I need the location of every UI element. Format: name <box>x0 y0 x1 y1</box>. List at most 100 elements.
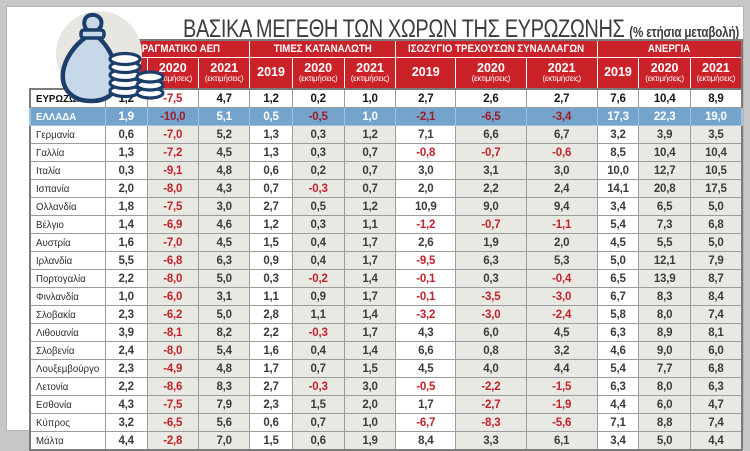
value-cell: 6,3 <box>197 251 251 270</box>
value-cell: -8,0 <box>146 341 199 360</box>
value-cell: 8,9 <box>638 323 691 342</box>
value-cell: 7,9 <box>689 251 743 270</box>
table-row: Λουξεμβούργο 2,3 -4,9 4,8 1,7 0,7 1,5 4,5 4,0 4,4… <box>28 359 743 378</box>
value-cell: 1,1 <box>249 287 293 306</box>
value-cell: 7,4 <box>689 413 743 432</box>
value-cell: 5,5 <box>104 251 148 270</box>
year-header-2019: 2019 <box>596 57 640 90</box>
value-cell: 12,1 <box>638 251 691 270</box>
table-row: Φινλανδία 1,0 -6,0 3,1 1,1 0,9 1,7 -0,1 -3,5 -3,0… <box>28 287 743 306</box>
value-cell: -2,8 <box>146 431 199 451</box>
value-cell: 1,4 <box>104 215 148 234</box>
value-cell: 8,4 <box>689 287 743 306</box>
value-cell: 1,9 <box>343 431 397 451</box>
value-cell: 1,3 <box>104 143 148 162</box>
value-cell: 1,5 <box>249 233 293 252</box>
value-cell: 0,3 <box>291 215 345 234</box>
value-cell: 20,8 <box>638 179 691 198</box>
value-cell: 4,7 <box>689 395 743 414</box>
value-cell: 2,0 <box>343 395 397 414</box>
value-cell: 5,5 <box>638 233 691 252</box>
value-cell: -6,9 <box>146 215 199 234</box>
value-cell: -9,5 <box>395 251 457 270</box>
year-header-2020: 2020 (εκτιμήσεις) <box>291 57 345 90</box>
value-cell: 1,7 <box>343 287 397 306</box>
value-cell: 0,6 <box>249 161 293 180</box>
value-cell: 10,4 <box>689 143 743 162</box>
country-name: Ιρλανδία <box>28 251 106 270</box>
value-cell: 8,0 <box>638 305 691 324</box>
value-cell: 1,5 <box>291 395 345 414</box>
value-cell: 3,3 <box>455 431 527 451</box>
value-cell: 3,9 <box>104 323 148 342</box>
year-header-2020: 2020 (εκτιμήσεις) <box>455 57 527 90</box>
value-cell: 1,7 <box>343 251 397 270</box>
value-cell: -1,9 <box>525 395 598 414</box>
value-cell: 10,9 <box>395 197 457 216</box>
value-cell: -0,3 <box>291 377 345 396</box>
value-cell: 4,6 <box>596 341 640 360</box>
value-cell: 6,7 <box>525 125 598 144</box>
value-cell: 0,7 <box>343 179 397 198</box>
value-cell: 6,6 <box>395 341 457 360</box>
value-cell: -0,4 <box>525 269 598 288</box>
value-cell: 0,9 <box>249 251 293 270</box>
value-cell: -0,8 <box>395 143 457 162</box>
value-cell: 17,5 <box>689 179 743 198</box>
value-cell: 0,8 <box>455 341 527 360</box>
table-row: Εσθονία 4,3 -7,5 7,9 2,3 1,5 2,0 1,7 -2,7 -1,9 4,4… <box>28 395 743 414</box>
column-group-unemployment: ΑΝΕΡΓΙΑ <box>596 39 743 58</box>
value-cell: 4,7 <box>197 88 251 108</box>
country-name: Ισπανία <box>28 179 106 198</box>
country-name: Φινλανδία <box>28 287 106 306</box>
value-cell: 7,1 <box>596 413 640 432</box>
value-cell: 1,4 <box>343 305 397 324</box>
value-cell: 3,2 <box>104 413 148 432</box>
value-cell: 0,3 <box>455 269 527 288</box>
table-row: Σλοβενία 2,4 -8,0 5,4 1,6 0,4 1,4 6,6 0,8 3,2 4,6 9… <box>28 341 743 360</box>
value-cell: 2,8 <box>249 305 293 324</box>
value-cell: 1,6 <box>104 233 148 252</box>
table-row: Κύπρος 3,2 -6,5 5,6 0,6 0,7 1,0 -6,7 -8,3 -5,6 7,1… <box>28 413 743 432</box>
value-cell: 6,3 <box>689 377 743 396</box>
value-cell: 1,3 <box>249 125 293 144</box>
value-cell: 10,5 <box>689 161 743 180</box>
year-header-2019: 2019 <box>249 57 293 90</box>
table-row: Πορτογαλία 2,2 -8,0 5,0 0,3 -0,2 1,4 -0,1 0,3 -0,… <box>28 269 743 288</box>
value-cell: -3,2 <box>395 305 457 324</box>
year-header-2021: 2021 (εκτιμήσεις) <box>689 57 743 90</box>
value-cell: 0,2 <box>291 88 345 108</box>
value-cell: 7,7 <box>638 359 691 378</box>
value-cell: -2,4 <box>525 305 598 324</box>
value-cell: 2,3 <box>104 359 148 378</box>
table-row: Σλοβακία 2,3 -6,2 5,0 2,8 1,1 1,4 -3,2 -3,0 -2,4 5… <box>28 305 743 324</box>
value-cell: 3,2 <box>596 125 640 144</box>
page: ΒΑΣΙΚΑ ΜΕΓΕΘΗ ΤΩΝ ΧΩΡΩΝ ΤΗΣ ΕΥΡΩΖΩΝΗΣ (% … <box>6 6 744 451</box>
value-cell: -7,5 <box>146 197 199 216</box>
value-cell: 6,0 <box>689 341 743 360</box>
value-cell: 3,5 <box>689 125 743 144</box>
value-cell: 1,2 <box>249 88 293 108</box>
value-cell: 8,1 <box>689 323 743 342</box>
value-cell: 2,4 <box>525 179 598 198</box>
value-cell: 4,3 <box>104 395 148 414</box>
value-cell: 10,4 <box>638 143 691 162</box>
value-cell: 4,8 <box>197 161 251 180</box>
value-cell: 3,0 <box>395 161 457 180</box>
value-cell: 2,7 <box>249 377 293 396</box>
value-cell: 6,6 <box>455 125 527 144</box>
country-name: Μάλτα <box>28 431 106 451</box>
value-cell: 5,8 <box>596 305 640 324</box>
value-cell: 1,0 <box>343 88 397 108</box>
value-cell: -0,7 <box>455 215 527 234</box>
value-cell: 6,3 <box>455 251 527 270</box>
value-cell: 4,4 <box>104 431 148 451</box>
value-cell: 5,4 <box>596 215 640 234</box>
table-row: Ισπανία 2,0 -8,0 4,3 0,7 -0,3 0,7 2,0 2,2 2,4 14,1… <box>28 179 743 198</box>
value-cell: -8,1 <box>146 323 199 342</box>
value-cell: 6,7 <box>596 287 640 306</box>
value-cell: 8,9 <box>689 88 743 108</box>
value-cell: -0,6 <box>525 143 598 162</box>
value-cell: 8,2 <box>197 323 251 342</box>
table-row: Γερμανία 0,6 -7,0 5,2 1,3 0,3 1,2 7,1 6,6 6,7 3,2 3… <box>28 125 743 144</box>
